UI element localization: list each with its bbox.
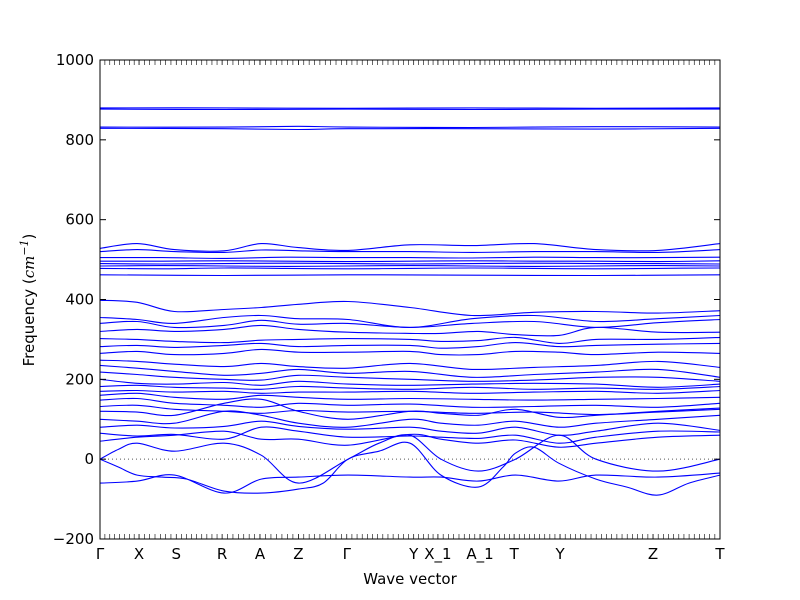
phonon-band-8	[100, 260, 720, 263]
x-tick-label: X_1	[424, 545, 451, 564]
y-tick-label: 400	[65, 291, 94, 309]
y-tick-label: 200	[65, 370, 94, 388]
phonon-band-16	[100, 324, 720, 337]
phonon-band-14	[100, 314, 720, 328]
phonon-band-28	[100, 404, 720, 416]
phonon-band-3	[100, 125, 720, 129]
phonon-band-17	[100, 336, 720, 344]
y-tick-label: 1000	[56, 51, 94, 69]
y-tick-label: 600	[65, 211, 94, 229]
phonon-band-36	[100, 472, 720, 494]
phonon-band-27	[100, 397, 720, 408]
x-tick-label: T	[714, 545, 725, 563]
phonon-band-29	[100, 398, 720, 420]
phonon-band-23	[100, 378, 720, 388]
phonon-band-4	[100, 127, 720, 131]
y-tick-label: 800	[65, 131, 94, 149]
y-axis-unit-base: cm	[20, 256, 38, 279]
y-tick-label: 0	[84, 450, 94, 468]
phonon-band-9	[100, 262, 720, 265]
phonon-band-24	[100, 384, 720, 390]
x-tick-label: Z	[648, 545, 658, 563]
phonon-band-6	[100, 249, 720, 254]
phonon-band-25	[100, 389, 720, 394]
phonon-band-20	[100, 359, 720, 371]
x-tick-label: Γ	[343, 545, 352, 563]
phonon-band-33	[100, 430, 720, 448]
phonon-band-13	[100, 299, 720, 317]
x-tick-label: Γ	[96, 545, 105, 563]
x-minor-ticks	[99, 60, 721, 539]
phonon-band-12	[100, 274, 720, 277]
y-axis-unit-exp: −1	[18, 239, 31, 255]
phonon-band-34	[100, 434, 720, 484]
phonon-band-18	[100, 342, 720, 349]
phonon-band-7	[100, 256, 720, 259]
x-tick-label: Z	[293, 545, 303, 563]
x-tick-label: R	[217, 545, 227, 563]
plot-frame	[99, 59, 721, 540]
x-tick-label: A	[255, 545, 266, 563]
x-tick-label: A_1	[466, 545, 493, 564]
phonon-band-11	[100, 267, 720, 270]
phonon-band-30	[100, 410, 720, 428]
x-tick-label: Y	[408, 545, 419, 563]
bands-group	[100, 107, 720, 496]
x-axis-label: Wave vector	[363, 570, 457, 588]
y-tick-label: −200	[53, 530, 94, 548]
phonon-band-31	[100, 420, 720, 436]
x-tick-label: S	[171, 545, 181, 563]
phonon-band-10	[100, 265, 720, 267]
phonon-band-32	[100, 426, 720, 444]
x-tick-label: T	[509, 545, 520, 563]
phonon-band-21	[100, 364, 720, 378]
phonon-band-22	[100, 371, 720, 382]
y-axis-label-text: Frequency	[20, 289, 38, 367]
phonon-band-5	[100, 242, 720, 252]
phonon-band-35	[100, 441, 720, 496]
x-tick-label: X	[134, 545, 144, 563]
phonon-band-19	[100, 348, 720, 356]
y-axis-label: Frequency (cm−1)	[18, 234, 38, 367]
x-tick-label: Y	[554, 545, 565, 563]
phonon-band-26	[100, 392, 720, 401]
